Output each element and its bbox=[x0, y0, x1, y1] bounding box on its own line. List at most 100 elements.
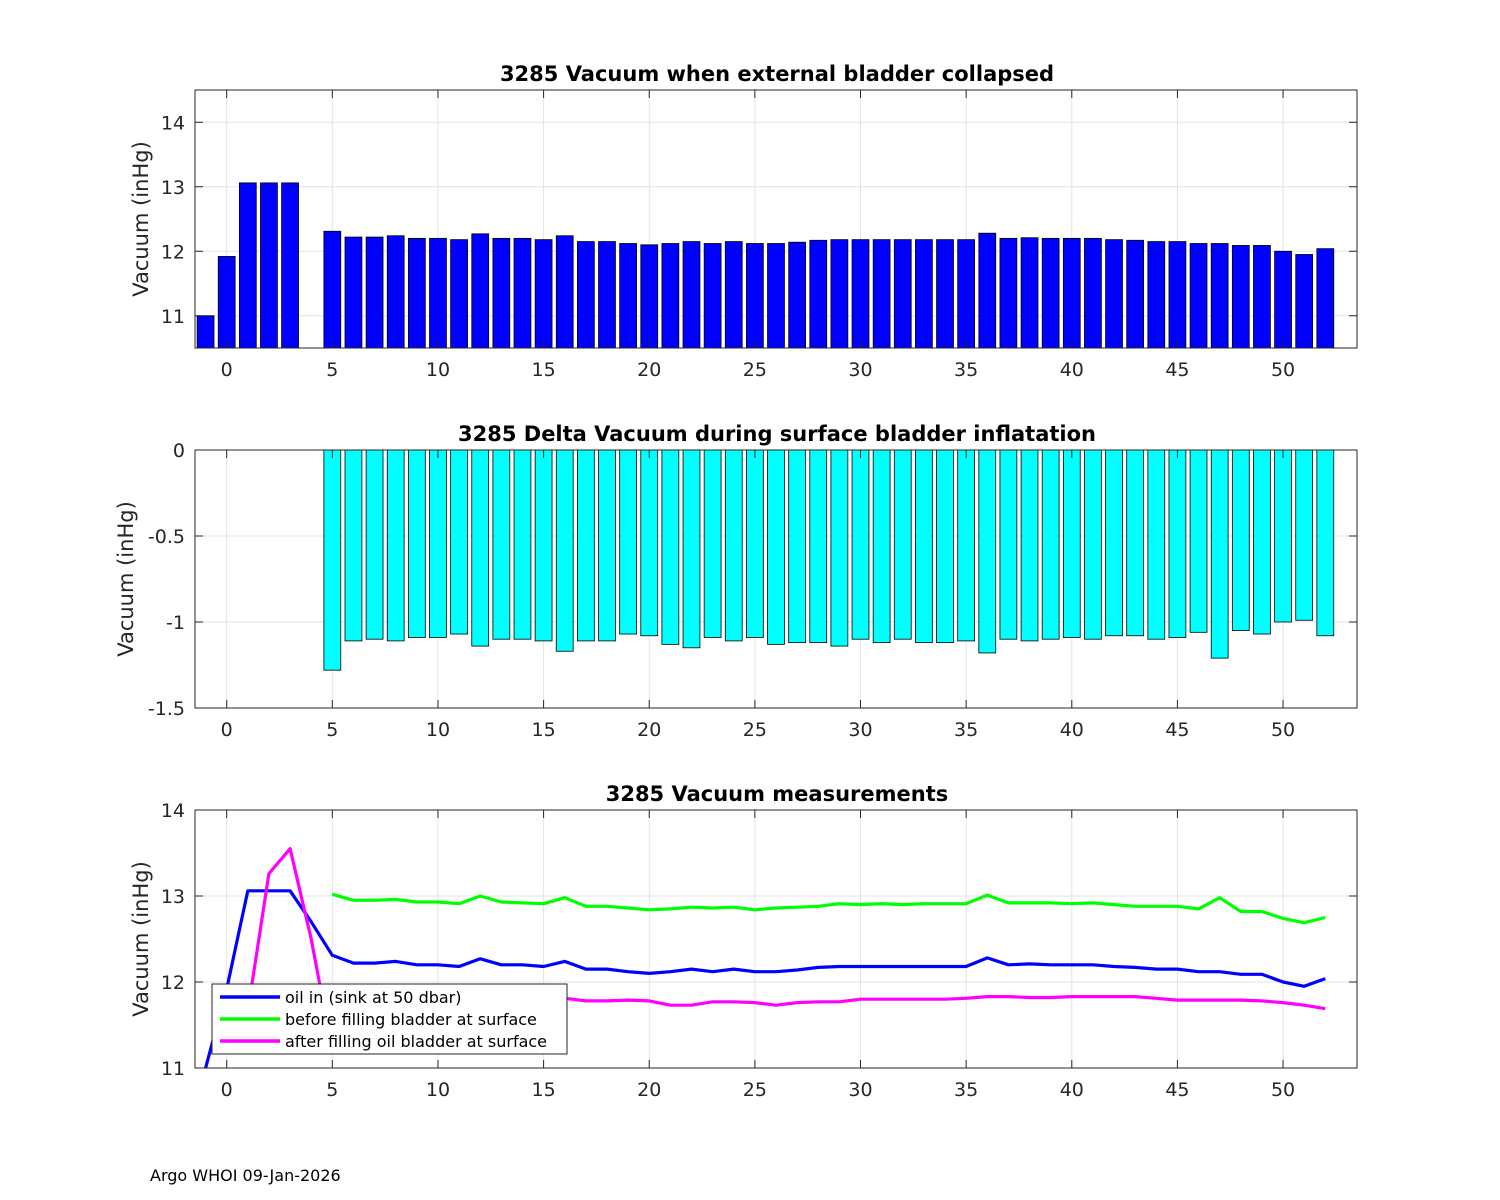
bar bbox=[703, 450, 722, 638]
bar bbox=[893, 450, 912, 640]
x-tick-label: 25 bbox=[743, 1079, 767, 1101]
bar bbox=[323, 450, 342, 671]
bar bbox=[1105, 239, 1123, 348]
x-tick-label: 35 bbox=[954, 359, 978, 381]
bar bbox=[788, 450, 806, 644]
bar bbox=[260, 182, 278, 348]
bar bbox=[386, 235, 405, 348]
x-tick-label: 25 bbox=[743, 719, 767, 741]
bar bbox=[851, 450, 870, 640]
x-tick-label: 50 bbox=[1271, 719, 1295, 741]
y-axis-label: Vacuum (inHg) bbox=[129, 141, 153, 297]
chart-title: 3285 Vacuum when external bladder collap… bbox=[500, 62, 1054, 86]
bar bbox=[344, 450, 363, 642]
y-tick-label: 13 bbox=[161, 177, 185, 199]
y-tick-label: 12 bbox=[161, 241, 185, 263]
bar bbox=[1231, 450, 1250, 632]
bar bbox=[492, 450, 511, 640]
x-tick-label: 40 bbox=[1060, 359, 1084, 381]
bar bbox=[555, 235, 574, 348]
bar bbox=[1231, 245, 1250, 348]
x-tick-label: 10 bbox=[426, 1079, 450, 1101]
bar bbox=[1274, 250, 1292, 348]
y-tick-label: 12 bbox=[161, 972, 185, 994]
vacuum-measurements-chart: 0 5 10 15 20 25 30 35 40 45 50 11 12 13 14 3285 Vacuum … bbox=[129, 782, 1358, 1101]
bar bbox=[1041, 450, 1060, 640]
bar bbox=[872, 450, 891, 644]
bar bbox=[640, 244, 659, 348]
bar bbox=[450, 450, 468, 635]
x-tick-label: 5 bbox=[326, 359, 338, 381]
axes-frame bbox=[194, 89, 1358, 349]
bar bbox=[1105, 450, 1123, 637]
bar bbox=[809, 239, 828, 348]
x-tick-label: 10 bbox=[426, 719, 450, 741]
chart-title: 3285 Delta Vacuum during surface bladder… bbox=[458, 422, 1096, 446]
plot-marks bbox=[323, 450, 1335, 671]
bar bbox=[1062, 450, 1081, 638]
bar bbox=[999, 450, 1018, 640]
bar bbox=[682, 450, 701, 649]
x-tick-label: 45 bbox=[1165, 719, 1189, 741]
y-tick-label: 14 bbox=[161, 800, 185, 822]
bar bbox=[1168, 241, 1187, 348]
bar bbox=[1020, 450, 1039, 642]
x-tick-label: 0 bbox=[221, 359, 233, 381]
y-axis-label: Vacuum (inHg) bbox=[129, 861, 153, 1017]
y-tick-label: -1 bbox=[166, 612, 185, 634]
bar bbox=[746, 243, 764, 348]
bar bbox=[724, 241, 743, 348]
bar bbox=[1189, 243, 1208, 348]
bar bbox=[1253, 450, 1271, 635]
bar bbox=[513, 450, 532, 640]
bar bbox=[788, 241, 806, 348]
vacuum-collapsed-chart: 0 5 10 15 20 25 30 35 40 45 50 11 12 13 14 3285 Vacuum … bbox=[129, 62, 1358, 381]
bar bbox=[1295, 450, 1314, 621]
bar bbox=[281, 182, 299, 348]
x-tick-label: 5 bbox=[326, 1079, 338, 1101]
bar bbox=[577, 241, 595, 348]
bar bbox=[1168, 450, 1187, 638]
x-tick-label: 30 bbox=[848, 1079, 872, 1101]
bar bbox=[830, 239, 849, 348]
bar bbox=[830, 450, 849, 647]
x-tick-label: 40 bbox=[1060, 1079, 1084, 1101]
x-tick-label: 10 bbox=[426, 359, 450, 381]
x-tick-label: 5 bbox=[326, 719, 338, 741]
x-tick-label: 0 bbox=[221, 1079, 233, 1101]
bar bbox=[217, 256, 236, 348]
bar bbox=[323, 230, 342, 348]
x-tick-label: 15 bbox=[532, 719, 556, 741]
plot-marks bbox=[196, 182, 1335, 348]
bar bbox=[598, 450, 616, 642]
bar bbox=[407, 237, 426, 348]
bar bbox=[936, 450, 954, 644]
y-tick-label: 0 bbox=[173, 440, 185, 462]
bar bbox=[915, 239, 933, 348]
bar bbox=[344, 236, 363, 348]
bar bbox=[767, 450, 785, 645]
bar bbox=[661, 243, 680, 348]
x-tick-label: 45 bbox=[1165, 1079, 1189, 1101]
bar bbox=[1253, 245, 1271, 348]
bar bbox=[1020, 237, 1039, 348]
x-tick-label: 50 bbox=[1271, 359, 1295, 381]
bar bbox=[534, 450, 553, 642]
bar bbox=[1126, 239, 1145, 348]
bar bbox=[661, 450, 680, 645]
bar bbox=[513, 237, 532, 348]
x-tick-label: 45 bbox=[1165, 359, 1189, 381]
bar bbox=[767, 243, 785, 348]
y-tick-label: 11 bbox=[161, 1058, 185, 1080]
bar bbox=[196, 315, 215, 348]
y-tick-label: 14 bbox=[161, 112, 185, 134]
bar bbox=[555, 450, 574, 652]
series-line bbox=[331, 892, 1326, 925]
bar bbox=[1316, 450, 1335, 637]
axes-frame bbox=[194, 449, 1358, 709]
bar bbox=[577, 450, 595, 642]
y-tick-label: -0.5 bbox=[148, 526, 185, 548]
bar bbox=[365, 450, 384, 640]
bar bbox=[1147, 241, 1166, 348]
